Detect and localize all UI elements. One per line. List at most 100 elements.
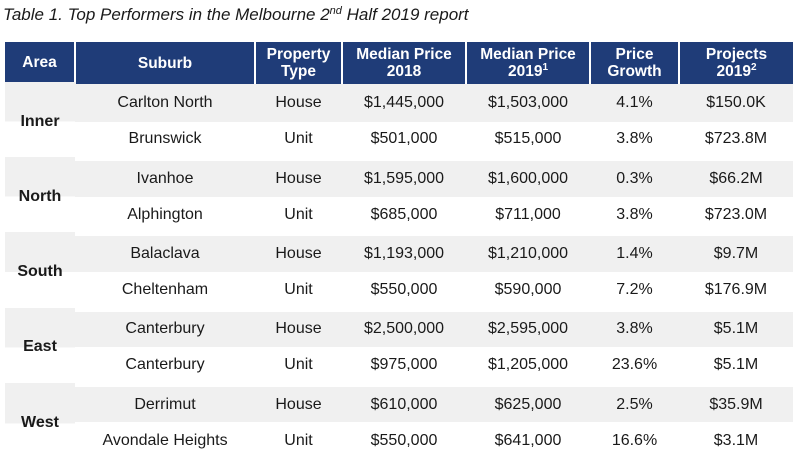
price-2019-cell: $590,000 bbox=[466, 271, 590, 312]
area-cell: East bbox=[5, 307, 75, 385]
header-price-growth: Price Growth bbox=[590, 42, 680, 84]
suburb-cell: Canterbury bbox=[75, 309, 255, 348]
table-row: West Derrimut House $610,000 $625,000 2.… bbox=[5, 382, 793, 460]
suburb-cell: Alphington bbox=[75, 196, 255, 237]
header-median-2019-line1: Median Price bbox=[480, 46, 576, 63]
projects-cell: $723.0M bbox=[679, 196, 793, 237]
price-2018-cell: $685,000 bbox=[342, 196, 466, 237]
price-2018-cell: $610,000 bbox=[342, 384, 466, 423]
caption-prefix: Table 1. Top Performers in the Melbourne… bbox=[3, 5, 330, 24]
growth-cell: 4.1% bbox=[590, 84, 679, 122]
projects-cell: $5.1M bbox=[679, 309, 793, 348]
header-median-2019: Median Price 20191 bbox=[466, 42, 591, 84]
area-cell: Inner bbox=[5, 81, 75, 160]
area-cell: North bbox=[5, 157, 75, 235]
price-2018-cell: $1,595,000 bbox=[342, 159, 466, 197]
header-suburb: Suburb bbox=[75, 42, 256, 84]
projects-cell: $3.1M bbox=[679, 422, 793, 460]
header-price-growth-line2: Growth bbox=[607, 63, 662, 80]
type-cell: House bbox=[255, 234, 342, 272]
suburb-cell: Derrimut bbox=[75, 384, 255, 423]
type-cell: Unit bbox=[255, 196, 342, 237]
type-cell: House bbox=[255, 384, 342, 423]
projects-cell: $5.1M bbox=[679, 347, 793, 387]
price-2019-cell: $2,595,000 bbox=[466, 309, 590, 348]
caption-superscript: nd bbox=[329, 5, 342, 17]
type-cell: Unit bbox=[255, 422, 342, 460]
header-projects-2019-line2: 2019 bbox=[716, 63, 751, 80]
suburb-cell: Avondale Heights bbox=[75, 422, 255, 460]
price-2018-cell: $1,445,000 bbox=[342, 84, 466, 122]
area-cell: West bbox=[5, 382, 75, 460]
growth-cell: 1.4% bbox=[590, 234, 679, 272]
header-projects-2019-line1: Projects bbox=[705, 46, 768, 63]
suburb-cell: Brunswick bbox=[75, 121, 255, 162]
price-2018-cell: $1,193,000 bbox=[342, 234, 466, 272]
suburb-cell: Carlton North bbox=[75, 84, 255, 122]
table-body: Inner Carlton North House $1,445,000 $1,… bbox=[5, 81, 793, 460]
price-2018-cell: $501,000 bbox=[342, 121, 466, 162]
price-2019-cell: $641,000 bbox=[466, 422, 590, 460]
suburb-cell: Cheltenham bbox=[75, 271, 255, 312]
type-cell: Unit bbox=[255, 121, 342, 162]
header-price-growth-line1: Price bbox=[615, 46, 654, 63]
price-2019-cell: $711,000 bbox=[466, 196, 590, 237]
price-2019-cell: $515,000 bbox=[466, 121, 590, 162]
type-cell: House bbox=[255, 84, 342, 122]
growth-cell: 23.6% bbox=[590, 347, 679, 387]
header-median-2018: Median Price 2018 bbox=[342, 42, 467, 84]
price-2019-cell: $1,210,000 bbox=[466, 234, 590, 272]
header-property-type: Property Type bbox=[255, 42, 343, 84]
table-row: North Ivanhoe House $1,595,000 $1,600,00… bbox=[5, 157, 793, 235]
header-property-type-line1: Property bbox=[266, 46, 331, 63]
growth-cell: 16.6% bbox=[590, 422, 679, 460]
growth-cell: 2.5% bbox=[590, 384, 679, 423]
header-median-2019-footnote: 1 bbox=[542, 62, 549, 73]
header-median-2019-line2: 2019 bbox=[507, 63, 543, 80]
type-cell: House bbox=[255, 159, 342, 197]
projects-cell: $35.9M bbox=[679, 384, 793, 423]
header-area: Area bbox=[5, 42, 76, 84]
table-row: Inner Carlton North House $1,445,000 $1,… bbox=[5, 81, 793, 160]
growth-cell: 3.8% bbox=[590, 121, 679, 162]
growth-cell: 0.3% bbox=[590, 159, 679, 197]
table-row: South Balaclava House $1,193,000 $1,210,… bbox=[5, 232, 793, 310]
table-row: Canterbury Unit $975,000 $1,205,000 23.6… bbox=[5, 347, 793, 387]
price-2018-cell: $975,000 bbox=[342, 347, 466, 387]
price-2018-cell: $550,000 bbox=[342, 271, 466, 312]
price-2018-cell: $550,000 bbox=[342, 422, 466, 460]
projects-cell: $723.8M bbox=[679, 121, 793, 162]
table-row: Alphington Unit $685,000 $711,000 3.8% $… bbox=[5, 196, 793, 237]
growth-cell: 3.8% bbox=[590, 196, 679, 237]
type-cell: Unit bbox=[255, 347, 342, 387]
caption-suffix: Half 2019 report bbox=[341, 5, 469, 24]
table-header: Area Suburb Property Type Median Price 201… bbox=[5, 42, 793, 84]
projects-cell: $176.9M bbox=[679, 271, 793, 312]
suburb-cell: Ivanhoe bbox=[75, 159, 255, 197]
type-cell: Unit bbox=[255, 271, 342, 312]
price-2018-cell: $2,500,000 bbox=[342, 309, 466, 348]
table-row: Brunswick Unit $501,000 $515,000 3.8% $7… bbox=[5, 121, 793, 162]
header-projects-2019: Projects 20192 bbox=[679, 42, 793, 84]
header-property-type-line2: Type bbox=[280, 63, 317, 80]
table-row: Avondale Heights Unit $550,000 $641,000 … bbox=[5, 422, 793, 460]
table-row: East Canterbury House $2,500,000 $2,595,… bbox=[5, 307, 793, 385]
growth-cell: 3.8% bbox=[590, 309, 679, 348]
table-row: Cheltenham Unit $550,000 $590,000 7.2% $… bbox=[5, 271, 793, 312]
growth-cell: 7.2% bbox=[590, 271, 679, 312]
price-2019-cell: $1,503,000 bbox=[466, 84, 590, 122]
top-performers-table: Area Suburb Property Type Median Price 201… bbox=[5, 42, 793, 460]
area-cell: South bbox=[5, 232, 75, 310]
projects-cell: $9.7M bbox=[679, 234, 793, 272]
price-2019-cell: $1,600,000 bbox=[466, 159, 590, 197]
type-cell: House bbox=[255, 309, 342, 348]
header-median-2018-line2: 2018 bbox=[386, 63, 422, 80]
projects-cell: $150.0K bbox=[679, 84, 793, 122]
header-projects-2019-footnote: 2 bbox=[750, 62, 757, 73]
suburb-cell: Canterbury bbox=[75, 347, 255, 387]
projects-cell: $66.2M bbox=[679, 159, 793, 197]
price-2019-cell: $625,000 bbox=[466, 384, 590, 423]
header-median-2018-line1: Median Price bbox=[356, 46, 452, 63]
header-row: Area Suburb Property Type Median Price 201… bbox=[5, 42, 793, 84]
price-2019-cell: $1,205,000 bbox=[466, 347, 590, 387]
